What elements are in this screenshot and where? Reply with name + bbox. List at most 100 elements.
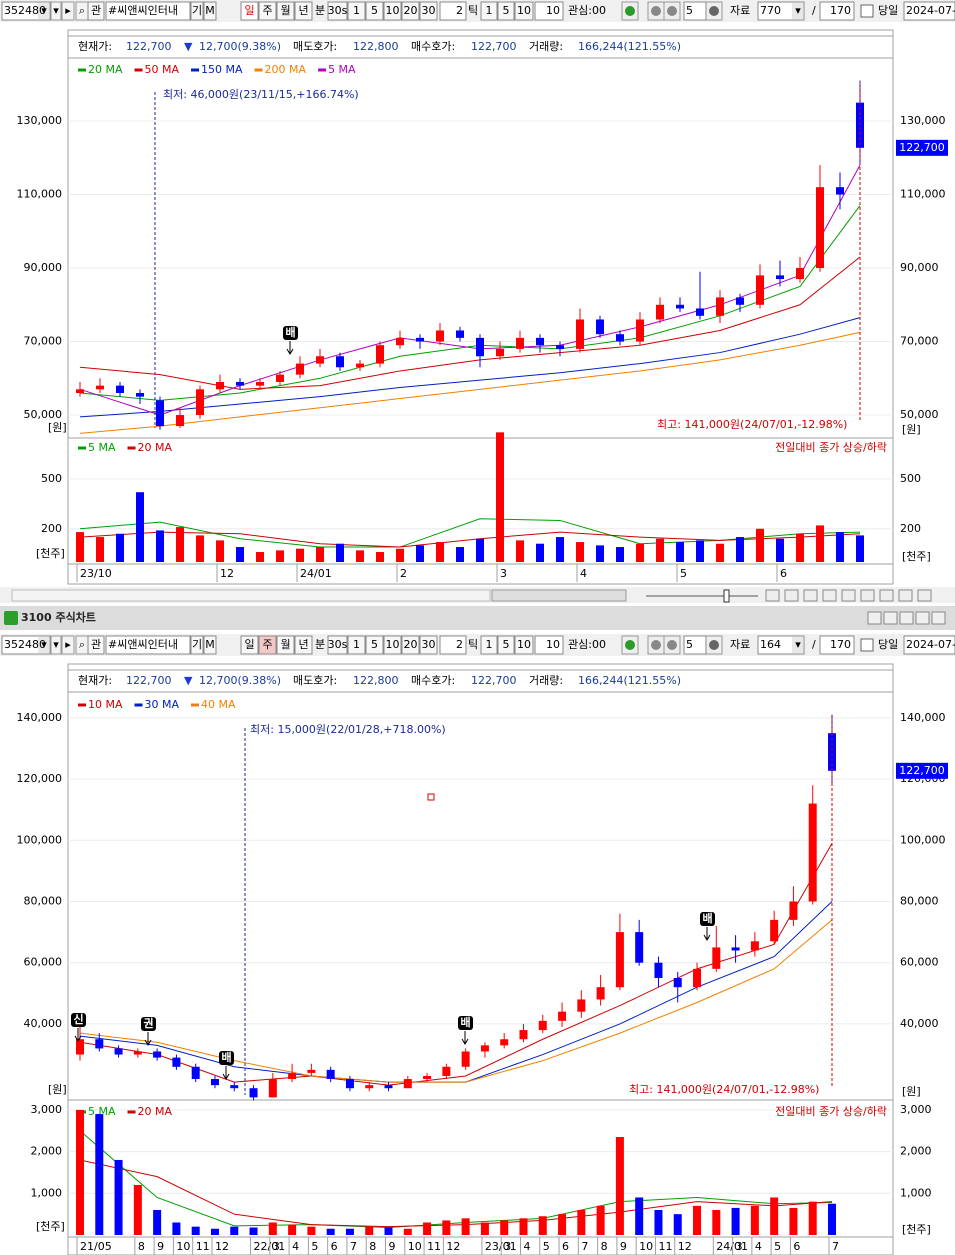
toolbar-button[interactable] (258, 635, 277, 655)
toolbar-input[interactable] (534, 635, 564, 655)
volume-bar (276, 550, 284, 562)
toolbar-button[interactable] (276, 635, 295, 655)
icon-button[interactable] (61, 635, 75, 655)
toolbar-button[interactable] (497, 1, 515, 21)
toolbar-button[interactable] (87, 635, 105, 655)
annotation: 최저: 46,000원(23/11/15,+166.74%) (163, 88, 359, 101)
unit-label: [원] (48, 1083, 67, 1096)
toolbar-button[interactable] (401, 635, 420, 655)
volume-bar (635, 1197, 644, 1235)
x-tick-label: 9 (389, 1240, 396, 1253)
toolbar-button[interactable] (383, 1, 402, 21)
toolbar-button[interactable] (419, 635, 438, 655)
tool-icon[interactable] (803, 589, 818, 602)
tool-icon[interactable] (784, 589, 799, 602)
toolbar-button[interactable] (203, 635, 217, 655)
toolbar-button[interactable] (514, 635, 534, 655)
toolbar-button[interactable] (347, 1, 366, 21)
candle-body (519, 1030, 528, 1040)
x-tick-label: 5 (680, 567, 687, 580)
toolbar-input[interactable] (819, 1, 855, 21)
candle-body (816, 187, 824, 269)
volume-bar (256, 552, 264, 562)
toolbar-input[interactable] (534, 1, 564, 21)
window-button[interactable] (931, 611, 946, 625)
volume-bar (326, 1228, 335, 1235)
checkbox[interactable] (860, 638, 874, 652)
y-tick-label: 100,000 (17, 833, 63, 846)
window-button[interactable] (915, 611, 930, 625)
toolbar-input[interactable] (683, 635, 707, 655)
x-tick-label: 11 (658, 1240, 672, 1253)
toolbar-button[interactable] (294, 635, 313, 655)
ma-line (79, 331, 861, 434)
scroll-track (11, 589, 491, 602)
icon-button[interactable] (61, 1, 75, 21)
toolbar-button[interactable] (240, 1, 259, 21)
volume-bar (156, 530, 164, 562)
toolbar-button[interactable] (294, 1, 313, 21)
legend-swatch (191, 703, 200, 707)
toolbar-button[interactable] (480, 635, 498, 655)
toolbar-input[interactable] (819, 635, 855, 655)
toolbar-button[interactable] (87, 1, 105, 21)
toolbar-button[interactable] (497, 635, 515, 655)
toolbar-input[interactable] (439, 1, 467, 21)
info-text: 122,700 (126, 674, 172, 687)
toolbar-button[interactable] (327, 1, 348, 21)
toolbar-button[interactable] (419, 1, 438, 21)
volume-bar (696, 540, 704, 562)
toolbar-button[interactable] (383, 635, 402, 655)
toolbar-button[interactable] (365, 1, 384, 21)
toolbar-button[interactable] (240, 635, 259, 655)
toolbar-input[interactable] (903, 635, 955, 655)
toolbar-button[interactable] (258, 1, 277, 21)
toolbar-input[interactable] (903, 1, 955, 21)
volume-bar (384, 1227, 393, 1235)
scroll-thumb[interactable] (491, 589, 627, 602)
toolbar-button[interactable] (480, 1, 498, 21)
toolbar-input[interactable] (439, 635, 467, 655)
icon-glyph (667, 6, 677, 16)
y-tick-label: 40,000 (900, 1017, 939, 1030)
tool-icon[interactable] (860, 589, 875, 602)
tool-icon[interactable] (765, 589, 780, 602)
toolbar-label: / (812, 638, 816, 651)
tool-icon[interactable] (841, 589, 856, 602)
x-tick-label: 8 (138, 1240, 145, 1253)
toolbar-label: 770 (760, 4, 781, 17)
icon-button[interactable] (50, 635, 62, 655)
tool-icon[interactable] (822, 589, 837, 602)
toolbar-label: 30 (422, 4, 436, 17)
toolbar-button[interactable] (327, 635, 348, 655)
volume-bar (558, 1214, 567, 1235)
window-button[interactable] (883, 611, 898, 625)
toolbar-input[interactable] (105, 635, 191, 655)
toolbar-label: 관 (91, 638, 101, 651)
zoom-knob[interactable] (723, 589, 730, 603)
signal-arrowhead (286, 348, 294, 355)
toolbar-input[interactable] (683, 1, 707, 21)
toolbar-button[interactable] (401, 1, 420, 21)
ma-line (79, 317, 861, 418)
checkbox[interactable] (860, 4, 874, 18)
tool-icon[interactable] (879, 589, 894, 602)
toolbar-button[interactable] (347, 635, 366, 655)
toolbar-button[interactable] (514, 1, 534, 21)
volume-bar (828, 1203, 836, 1235)
window-button[interactable] (899, 611, 914, 625)
x-tick-label: 6 (562, 1240, 569, 1253)
icon-button[interactable] (50, 1, 62, 21)
toolbar-button[interactable] (365, 635, 384, 655)
toolbar-button[interactable] (190, 1, 204, 21)
unit-label: [원] (902, 423, 921, 436)
toolbar-button[interactable] (190, 635, 204, 655)
unit-label: [원] (48, 421, 67, 434)
toolbar-button[interactable] (203, 1, 217, 21)
tool-icon[interactable] (898, 589, 913, 602)
toolbar-button[interactable] (276, 1, 295, 21)
toolbar-input[interactable] (105, 1, 191, 21)
x-tick-label: 8 (601, 1240, 608, 1253)
window-button[interactable] (867, 611, 882, 625)
tool-icon[interactable] (917, 589, 932, 602)
